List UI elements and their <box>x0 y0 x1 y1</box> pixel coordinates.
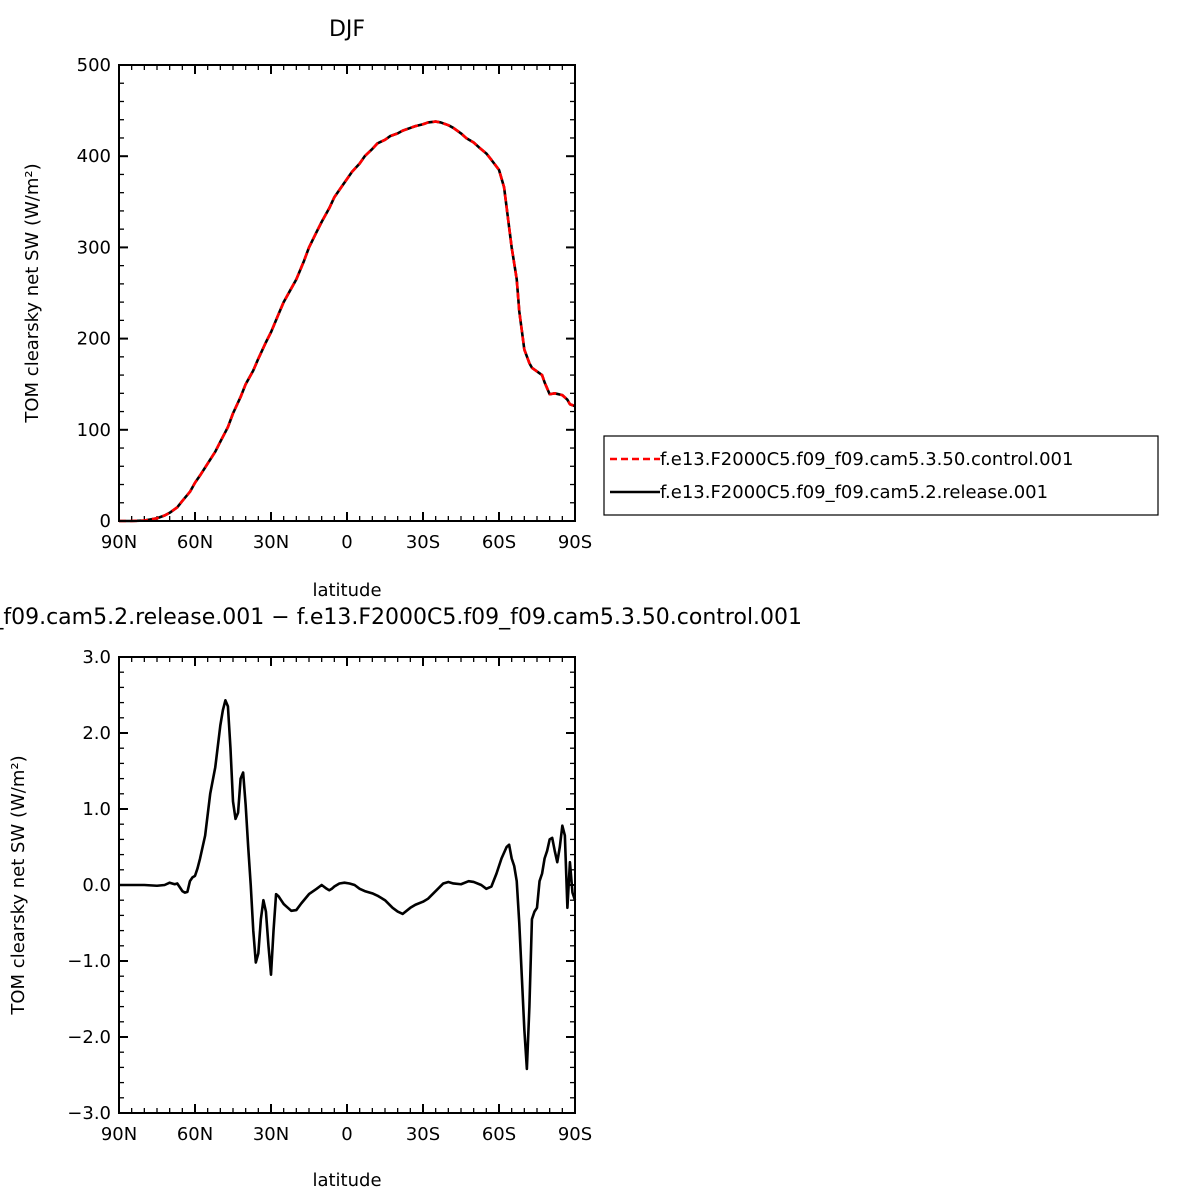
top-y-tick-label: 200 <box>77 329 111 350</box>
bottom-x-axis-label: latitude <box>312 1170 381 1191</box>
legend-label-release: f.e13.F2000C5.f09_f09.cam5.2.release.001 <box>660 482 1048 503</box>
top-x-tick-label: 60N <box>177 532 213 553</box>
bottom-y-tick-label: 3.0 <box>82 647 111 668</box>
bottom-y-tick-label: −1.0 <box>67 951 111 972</box>
bottom-x-tick-label: 0 <box>341 1124 352 1145</box>
bottom-series <box>119 699 577 1071</box>
top-ticks: 90N 60N 30N 0 30S 60S 90S 0 100 200 300 400 500 <box>77 55 593 553</box>
bottom-y-tick-label: −2.0 <box>67 1027 111 1048</box>
bottom-x-tick-label: 30N <box>253 1124 289 1145</box>
bottom-plot-frame <box>118 656 576 1114</box>
bottom-y-axis-label: TOM clearsky net SW (W/m²) <box>8 755 29 1015</box>
top-x-axis-label: latitude <box>312 580 381 601</box>
bottom-x-tick-label: 30S <box>406 1124 440 1145</box>
top-title: DJF <box>329 17 365 42</box>
top-x-tick-label: 60S <box>482 532 516 553</box>
top-x-tick-label: 90S <box>558 532 592 553</box>
top-y-tick-label: 300 <box>77 237 111 258</box>
top-x-tick-label: 30N <box>253 532 289 553</box>
bottom-x-tick-label: 90S <box>558 1124 592 1145</box>
top-x-tick-label: 90N <box>101 532 137 553</box>
top-series <box>119 120 576 523</box>
top-panel: DJF 90N 60N 30N 0 30S 60S 90S0100200300400500 … <box>22 17 592 601</box>
bottom-series-line-0 <box>119 699 577 1071</box>
top-y-tick-label: 500 <box>77 55 111 76</box>
legend-label-control: f.e13.F2000C5.f09_f09.cam5.3.50.control.… <box>660 449 1073 470</box>
bottom-y-tick-label: 1.0 <box>82 799 111 820</box>
top-series-line-0 <box>119 120 576 523</box>
top-plot-frame <box>118 64 576 522</box>
top-x-tick-label: 0 <box>341 532 352 553</box>
top-series-line-1 <box>119 120 576 523</box>
legend-box <box>603 435 1159 516</box>
bottom-ticks: 90N 60N 30N 0 30S 60S 90S −3.0 −2.0 −1.0 0.0 1.0 2.0… <box>67 647 592 1145</box>
legend: f.e13.F2000C5.f09_f09.cam5.3.50.control.… <box>603 435 1159 516</box>
top-y-axis-label: TOM clearsky net SW (W/m²) <box>22 163 43 423</box>
bottom-panel: f.e13.F2000C5.f09_f09.cam5.2.release.001… <box>0 605 802 1191</box>
bottom-y-tick-label: 0.0 <box>82 875 111 896</box>
top-y-tick-label: 0 <box>100 511 111 532</box>
bottom-y-tick-label: 2.0 <box>82 723 111 744</box>
bottom-y-tick-label: −3.0 <box>67 1103 111 1124</box>
top-y-tick-label: 100 <box>77 420 111 441</box>
bottom-title: f.e13.F2000C5.f09_f09.cam5.2.release.001… <box>0 605 802 630</box>
top-y-tick-label: 400 <box>77 146 111 167</box>
bottom-x-tick-label: 90N <box>101 1124 137 1145</box>
bottom-x-tick-label: 60N <box>177 1124 213 1145</box>
top-x-tick-label: 30S <box>406 532 440 553</box>
bottom-x-tick-label: 60S <box>482 1124 516 1145</box>
